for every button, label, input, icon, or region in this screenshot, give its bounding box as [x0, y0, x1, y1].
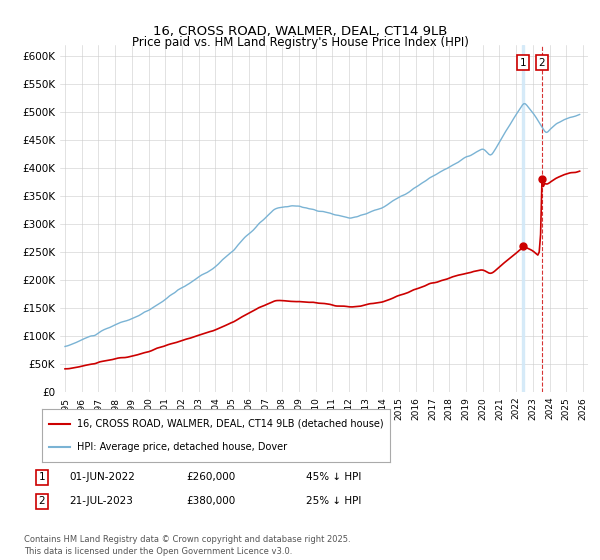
Text: 1: 1 [38, 472, 46, 482]
Bar [522, 45, 524, 392]
Text: 25% ↓ HPI: 25% ↓ HPI [306, 496, 361, 506]
Text: £380,000: £380,000 [186, 496, 235, 506]
Text: 16, CROSS ROAD, WALMER, DEAL, CT14 9LB: 16, CROSS ROAD, WALMER, DEAL, CT14 9LB [153, 25, 447, 38]
Text: £260,000: £260,000 [186, 472, 235, 482]
Text: Contains HM Land Registry data © Crown copyright and database right 2025.
This d: Contains HM Land Registry data © Crown c… [24, 535, 350, 556]
Text: 2: 2 [38, 496, 46, 506]
Text: 2: 2 [539, 58, 545, 68]
Text: 45% ↓ HPI: 45% ↓ HPI [306, 472, 361, 482]
Text: 16, CROSS ROAD, WALMER, DEAL, CT14 9LB (detached house): 16, CROSS ROAD, WALMER, DEAL, CT14 9LB (… [77, 419, 383, 429]
Text: 21-JUL-2023: 21-JUL-2023 [69, 496, 133, 506]
Text: 01-JUN-2022: 01-JUN-2022 [69, 472, 135, 482]
Text: Price paid vs. HM Land Registry's House Price Index (HPI): Price paid vs. HM Land Registry's House … [131, 36, 469, 49]
Text: HPI: Average price, detached house, Dover: HPI: Average price, detached house, Dove… [77, 442, 287, 452]
Text: 1: 1 [520, 58, 526, 68]
